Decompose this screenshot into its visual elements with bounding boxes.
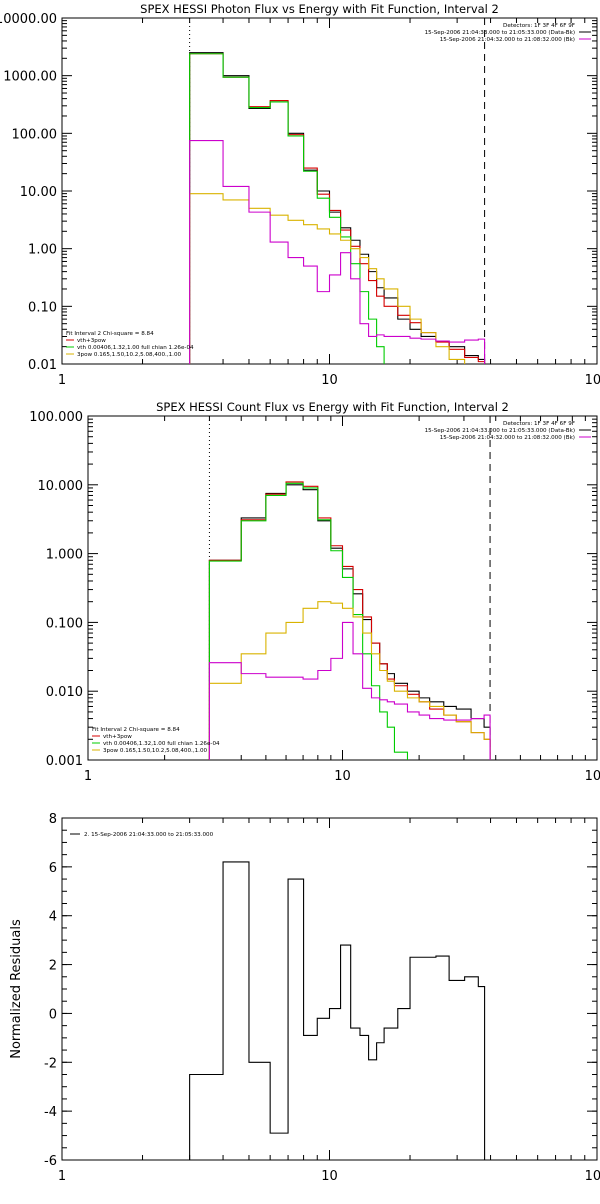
chart-title: SPEX HESSI Count Flux vs Energy with Fit… [156,400,509,414]
y-tick-label: 0.001 [46,754,83,769]
legend-top-right-text: 15-Sep-2006 21:04:33.000 to 21:05:33.000… [425,428,575,434]
legend-bottom-left-text: vth+3pow [77,338,106,344]
y-tick-label: 100.000 [29,410,83,425]
legend-top-left-text: 2. 15-Sep-2006 21:04:33.000 to 21:05:33.… [84,832,214,838]
y-tick-label: 0.01 [28,358,57,373]
x-tick-label: 1 [58,373,66,388]
series-total-line [189,53,486,364]
plot-area [189,52,486,364]
y-tick-label: 0.100 [46,616,83,631]
series-residuals-line [189,861,486,1160]
y-tick-label: 8 [49,812,57,827]
plot-frame [61,817,598,1161]
y-tick-label: 10000.00 [0,12,57,27]
plot-area [189,861,486,1160]
y-tick-label: -6 [44,1154,57,1169]
legend-bottom-left-text: vth 0.00406,1.32,1.00 full chian 1.26e-0… [103,741,220,747]
x-tick-label: 1 [84,769,92,784]
series-vth-line [208,482,409,760]
y-tick-label: 4 [49,910,57,925]
x-tick-label: 100 [585,1169,600,1184]
plot-frame [87,415,598,761]
chart-title: SPEX HESSI Photon Flux vs Energy with Fi… [140,2,499,16]
y-tick-label: 10.00 [20,185,57,200]
y-tick-label: 6 [49,861,57,876]
series-data-line [208,484,491,760]
legend-bottom-left-text: 3pow 0.165,1.50,10.2,5.08,400.,1.00 [103,748,208,754]
legend-bottom-left-text: 3pow 0.165,1.50,10.2,5.08,400.,1.00 [77,352,182,358]
x-tick-label: 10 [321,1169,338,1184]
x-tick-label: 10 [321,373,338,388]
x-tick-label: 10 [334,769,351,784]
y-tick-label: 1.00 [28,243,57,258]
plot-area [208,481,491,760]
y-tick-label: -2 [44,1056,57,1071]
legend-top-right-text: 15-Sep-2006 21:04:33.000 to 21:05:33.000… [425,30,575,36]
y-tick-label: 0 [49,1007,57,1022]
x-tick-label: 1 [58,1169,66,1184]
y-tick-label: 2 [49,959,57,974]
y-tick-label: 1000.00 [3,70,57,85]
series-bkg-line [189,139,486,364]
legend-bottom-left-text: Fit Interval 2 Chi-square = 8.84 [92,727,180,733]
chart-2: SPEX HESSI Count Flux vs Energy with Fit… [29,400,600,784]
legend-top-right-text: 15-Sep-2006 21:04:32.000 to 21:08:32.000… [440,37,575,43]
legend-top-right-text: 15-Sep-2006 21:04:32.000 to 21:08:32.000… [440,435,575,441]
x-tick-label: 100 [585,373,600,388]
x-tick-label: 100 [585,769,600,784]
y-tick-label: 1.000 [46,548,83,563]
chart-3: 1 10 100 -6 -4 -2 0 2 4 6 8 Normalized Residuals 2. … [9,812,600,1184]
legend-bottom-left-text: Fit Interval 2 Chi-square = 8.84 [66,331,154,337]
series-total-line [208,481,491,760]
series-pow-line [189,193,466,364]
y-tick-label: 0.010 [46,685,83,700]
legend-bottom-left-text: vth+3pow [103,734,132,740]
y-tick-label: -4 [44,1105,57,1120]
y-tick-label: 0.10 [28,300,57,315]
series-pow-line [208,601,491,760]
legend-bottom-left-text: vth 0.00406,1.32,1.00 full chian 1.26e-0… [77,345,194,351]
y-tick-label: 10.000 [38,479,84,494]
y-tick-label: 100.00 [12,127,58,142]
legend-top-right-text: Detectors: 1F 3F 4F 6F 9F [503,421,575,427]
legend-top-right-text: Detectors: 1F 3F 4F 6F 9F [503,23,575,29]
series-bkg-line [208,621,491,760]
y-axis-label: Normalized Residuals [9,919,24,1059]
chart-1: SPEX HESSI Photon Flux vs Energy with Fi… [0,2,600,388]
series-vth-line [189,53,385,364]
